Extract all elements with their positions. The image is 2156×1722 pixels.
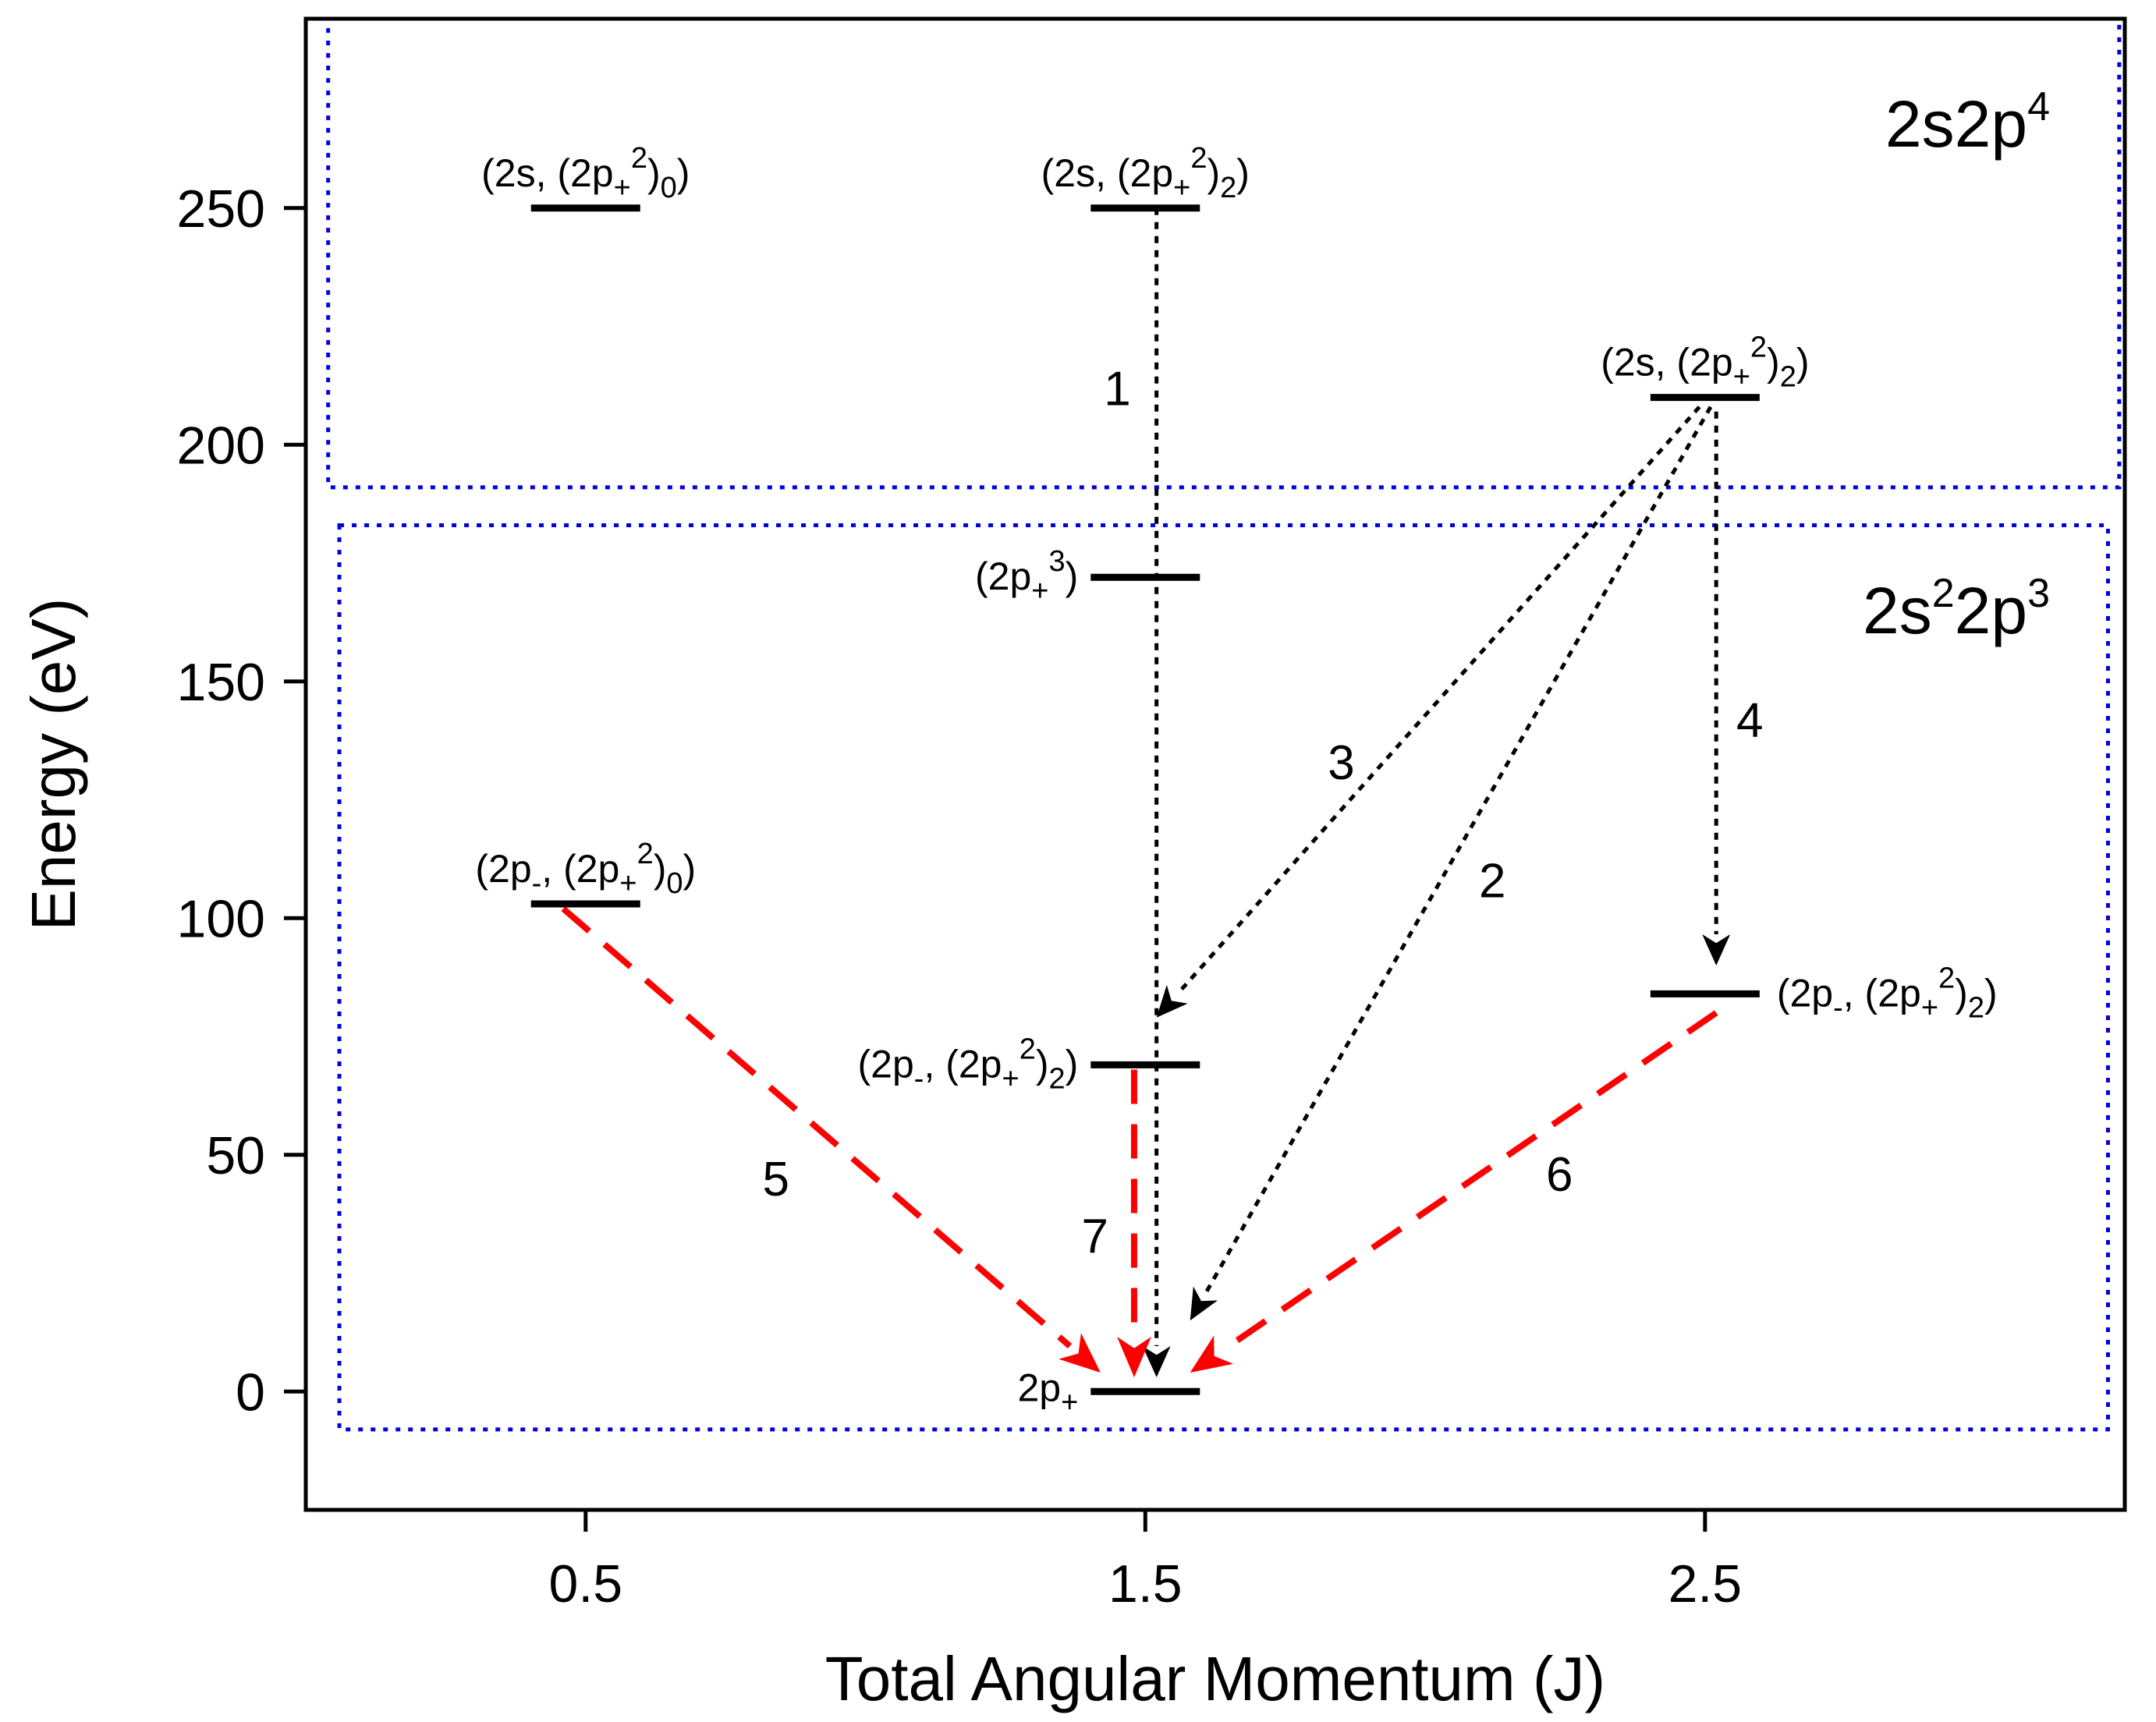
transition-5-label: 5	[762, 1153, 789, 1206]
axes-layer	[284, 16, 2127, 1532]
transition-3-label: 3	[1328, 736, 1354, 790]
level-label-L3: (2s, (2p+2)2)	[1601, 331, 1809, 394]
levels-layer	[530, 204, 1760, 1395]
transition-2-label: 2	[1479, 855, 1505, 909]
transition-6-label: 6	[1546, 1148, 1573, 1202]
region-box-upper	[326, 16, 2122, 490]
x-axis-title: Total Angular Momentum (J)	[825, 1644, 1605, 1713]
transition-1-label: 1	[1104, 362, 1130, 416]
transitions-layer	[561, 207, 1731, 1377]
plot-frame	[303, 16, 2127, 1512]
transition-6-arrowhead	[1190, 1335, 1234, 1373]
level-label-L8: 2p+	[1017, 1366, 1078, 1419]
transition-6-line	[1222, 1010, 1718, 1352]
transition-7-label: 7	[1081, 1210, 1108, 1263]
y-tick-label: 150	[177, 653, 265, 712]
region-box-lower	[337, 523, 2110, 1432]
level-label-L2: (2s, (2p+2)2)	[1041, 142, 1250, 204]
region-label-upper: 2s2p4	[1885, 84, 2050, 161]
transition-2-arrowhead	[1190, 1286, 1218, 1321]
y-tick-label: 200	[177, 416, 265, 475]
transition-3-arrowhead	[1156, 984, 1188, 1018]
level-label-L7: (2p-, (2p+2)2)	[858, 1033, 1079, 1095]
x-tick-label: 1.5	[1108, 1554, 1183, 1614]
y-axis-title: Energy (eV)	[19, 598, 88, 931]
transition-5-arrowhead	[1058, 1333, 1101, 1373]
y-tick-label: 250	[177, 179, 265, 239]
x-tick-label: 0.5	[549, 1554, 623, 1614]
transition-3-line	[1176, 406, 1701, 996]
level-label-L6: (2p-, (2p+2)2)	[1777, 962, 1998, 1024]
y-tick-label: 100	[177, 889, 265, 948]
level-label-L5: (2p-, (2p+2)0)	[475, 838, 696, 900]
level-label-L4: (2p+3)	[975, 545, 1078, 608]
transition-7-arrowhead	[1117, 1337, 1151, 1377]
transition-5-line	[561, 906, 1073, 1349]
transition-1-arrowhead	[1142, 1346, 1171, 1377]
transition-4-label: 4	[1736, 693, 1763, 747]
text-layer: 2s2p4 2s22p3 0 50 100 150 200 250 0.5 1.5 2.5 Total…	[19, 84, 2050, 1713]
y-tick-label: 0	[236, 1362, 265, 1422]
transition-2-line	[1204, 406, 1713, 1295]
regions-layer	[326, 16, 2122, 1432]
transition-4-arrowhead	[1702, 934, 1731, 966]
region-label-lower: 2s22p3	[1863, 571, 2050, 647]
x-tick-label: 2.5	[1668, 1554, 1743, 1614]
y-tick-label: 50	[206, 1126, 265, 1185]
level-label-L1: (2s, (2p+2)0)	[481, 142, 690, 204]
